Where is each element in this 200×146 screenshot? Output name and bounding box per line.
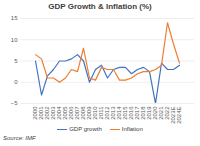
svg-text:2003: 2003 <box>50 106 57 120</box>
svg-text:2019: 2019 <box>146 106 153 120</box>
svg-text:−5: −5 <box>11 100 19 106</box>
svg-text:2000: 2000 <box>32 106 39 120</box>
svg-text:15: 15 <box>11 15 18 21</box>
svg-text:2023E: 2023E <box>170 106 177 124</box>
svg-text:2018: 2018 <box>140 106 147 120</box>
html-text:GDP growth: GDP growth <box>69 126 102 132</box>
html-text:Inflation: Inflation <box>121 126 143 132</box>
svg-text:2022: 2022 <box>164 106 171 120</box>
svg-text:2024E: 2024E <box>176 107 182 124</box>
svg-text:5: 5 <box>14 58 18 64</box>
svg-text:2017: 2017 <box>134 106 141 120</box>
svg-text:2014: 2014 <box>116 106 123 120</box>
svg-text:2010: 2010 <box>92 106 99 120</box>
svg-text:2021: 2021 <box>158 106 165 120</box>
svg-text:2020: 2020 <box>152 106 159 120</box>
svg-text:10: 10 <box>11 37 18 43</box>
svg-text:2013: 2013 <box>110 106 117 120</box>
svg-text:2007: 2007 <box>74 106 81 120</box>
svg-text:2004: 2004 <box>56 106 63 120</box>
svg-text:2006: 2006 <box>68 106 75 120</box>
svg-text:2005: 2005 <box>62 106 69 120</box>
svg-text:2016: 2016 <box>128 106 135 120</box>
svg-text:2012: 2012 <box>104 106 111 120</box>
svg-text:2015: 2015 <box>122 106 129 120</box>
svg-text:2011: 2011 <box>98 106 105 120</box>
html-text:GDP Growth & Inflation (%): GDP Growth & Inflation (%) <box>48 2 152 11</box>
html-text:Source: IMF: Source: IMF <box>3 135 36 141</box>
svg-text:2009: 2009 <box>86 106 93 120</box>
svg-text:0: 0 <box>14 79 18 85</box>
svg-text:2002: 2002 <box>44 106 51 120</box>
svg-text:2001: 2001 <box>38 106 45 120</box>
svg-text:2008: 2008 <box>80 106 87 120</box>
